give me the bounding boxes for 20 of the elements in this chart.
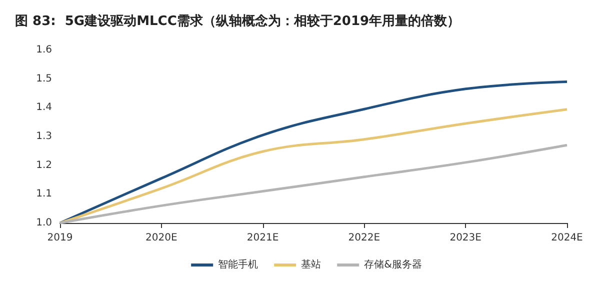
y-tick-label: 1.2	[36, 160, 52, 171]
y-tick-label: 1.3	[36, 131, 52, 142]
line-series	[58, 144, 568, 224]
line-series	[58, 80, 568, 224]
x-tick-label: 2024E	[551, 232, 583, 244]
legend-label: 智能手机	[218, 258, 258, 270]
y-tick-label: 1.4	[36, 102, 52, 114]
y-tick-label: 1.5	[36, 73, 52, 84]
x-tick-label: 2019	[47, 232, 73, 244]
line-series	[58, 108, 568, 224]
x-tick-label: 2021E	[246, 232, 279, 244]
y-tick-label: 1.0	[36, 218, 52, 228]
x-tick-label: 2023E	[450, 232, 482, 244]
x-tick-label: 2022E	[348, 232, 380, 244]
chart-title: 图 83: 5G建设驱动MLCC需求（纵轴概念为：相较于2019年用量的倍数）	[15, 13, 460, 29]
legend-label: 基站	[301, 258, 322, 270]
x-tick-label: 2020E	[146, 232, 178, 244]
y-tick-label: 1.6	[36, 44, 52, 56]
y-tick-label: 1.1	[36, 188, 52, 200]
legend-label: 存储&服务器	[364, 258, 422, 270]
